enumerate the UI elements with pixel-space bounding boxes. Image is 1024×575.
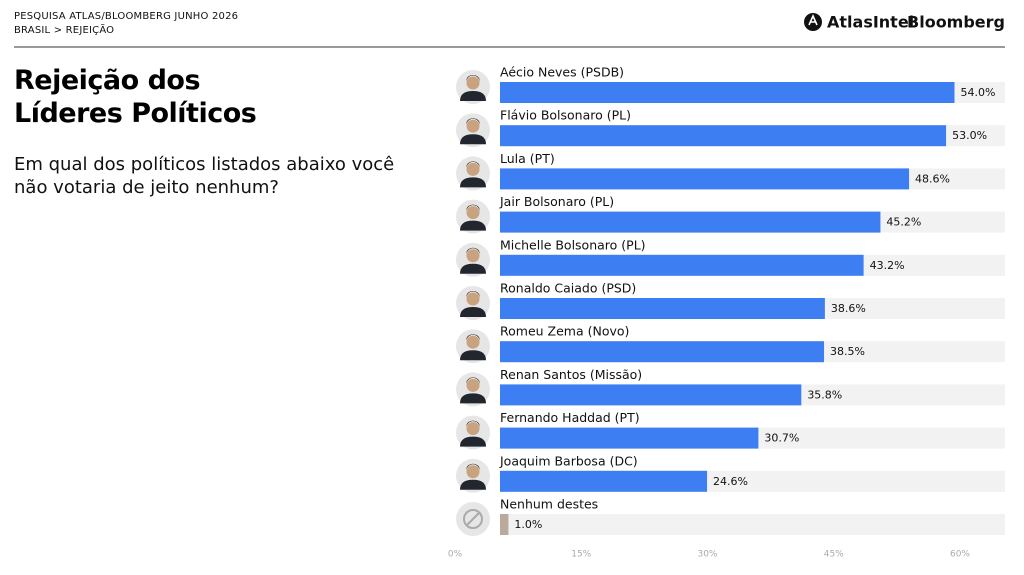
chart-subtitle: Em qual dos políticos listados abaixo vo… (14, 154, 395, 198)
bar (500, 298, 825, 319)
avatar-head (466, 335, 480, 349)
value-label: 1.0% (514, 518, 542, 531)
avatar-body (460, 393, 486, 404)
x-tick-label: 30% (697, 550, 717, 560)
value-label: 38.5% (830, 345, 865, 358)
category-label: Joaquim Barbosa (DC) (499, 453, 638, 468)
bar (500, 254, 864, 276)
avatar-head (466, 378, 480, 392)
chart-title: Rejeição dos Líderes Políticos (14, 65, 257, 129)
avatar-body (460, 436, 486, 447)
brand-atlas: AtlasIntel (827, 13, 914, 32)
x-tick-label: 45% (824, 550, 844, 560)
avatar (456, 242, 490, 277)
avatar-head (466, 249, 480, 263)
bar (500, 211, 881, 233)
bar (500, 427, 759, 449)
avatar (456, 199, 490, 234)
avatar-head (466, 119, 480, 133)
value-label: 43.2% (870, 259, 905, 272)
category-label: Romeu Zema (Novo) (500, 324, 629, 339)
avatar (456, 458, 490, 493)
value-label: 38.6% (831, 302, 866, 315)
ban-slash (466, 512, 480, 526)
breadcrumb: BRASIL > REJEIÇÃO (14, 25, 115, 36)
avatar-head (466, 465, 480, 479)
avatar-body (460, 177, 486, 188)
avatar (456, 286, 490, 320)
avatar-body (460, 263, 486, 274)
avatar (456, 329, 490, 364)
avatar-body (460, 307, 486, 317)
value-label: 54.0% (961, 86, 996, 99)
avatar-body (460, 479, 486, 490)
avatar (456, 156, 490, 191)
avatar-body (460, 350, 486, 361)
ban-ring (463, 509, 483, 529)
category-label: Ronaldo Caiado (PSD) (500, 281, 636, 296)
x-tick-label: 60% (950, 550, 970, 560)
x-tick-label: 15% (571, 550, 591, 560)
avatar (456, 415, 490, 450)
bar (500, 82, 955, 103)
value-label: 24.6% (713, 475, 748, 488)
value-label: 53.0% (952, 129, 987, 142)
avatar-head (466, 422, 480, 436)
category-label: Michelle Bolsonaro (PL) (500, 237, 646, 252)
avatar-body (460, 220, 486, 231)
category-label: Nenhum destes (500, 497, 598, 512)
atlas-logo-icon (804, 13, 822, 31)
brand-bloomberg: Bloomberg (907, 13, 1005, 32)
category-label: Lula (PT) (500, 151, 555, 166)
avatar (456, 70, 490, 104)
bar (500, 514, 509, 535)
value-label: 35.8% (807, 388, 842, 401)
bar-track (500, 514, 1005, 535)
bar (500, 341, 825, 363)
category-label: Renan Santos (Missão) (500, 367, 642, 382)
avatar-body (460, 91, 486, 101)
value-label: 48.6% (915, 172, 950, 185)
category-label: Jair Bolsonaro (PL) (499, 194, 614, 209)
bar (500, 384, 802, 406)
avatar-head (466, 162, 480, 176)
category-label: Fernando Haddad (PT) (500, 410, 640, 425)
value-label: 30.7% (764, 432, 799, 445)
avatar-body (460, 134, 486, 145)
category-label: Flávio Bolsonaro (PL) (500, 108, 631, 123)
avatar-head (466, 292, 480, 306)
avatar-head (466, 76, 480, 90)
avatar (456, 113, 490, 148)
bar (500, 168, 910, 190)
bar (500, 125, 947, 147)
avatar-head (466, 206, 480, 220)
kicker: PESQUISA ATLAS/BLOOMBERG JUNHO 2026 (14, 11, 239, 22)
bar (500, 470, 708, 492)
value-label: 45.2% (886, 216, 921, 229)
avatar (456, 502, 490, 536)
category-label: Aécio Neves (PSDB) (500, 65, 624, 80)
avatar (456, 372, 490, 407)
x-tick-label: 0% (448, 550, 463, 560)
